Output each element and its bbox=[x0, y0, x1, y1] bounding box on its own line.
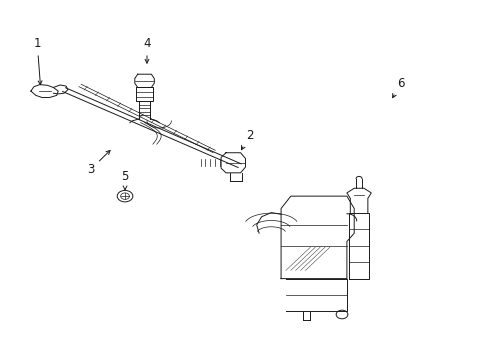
Text: 2: 2 bbox=[241, 129, 253, 150]
Text: 5: 5 bbox=[121, 170, 128, 190]
Text: 6: 6 bbox=[392, 77, 404, 98]
Text: 4: 4 bbox=[143, 37, 150, 63]
Text: 3: 3 bbox=[87, 150, 110, 176]
Text: 1: 1 bbox=[34, 37, 42, 85]
